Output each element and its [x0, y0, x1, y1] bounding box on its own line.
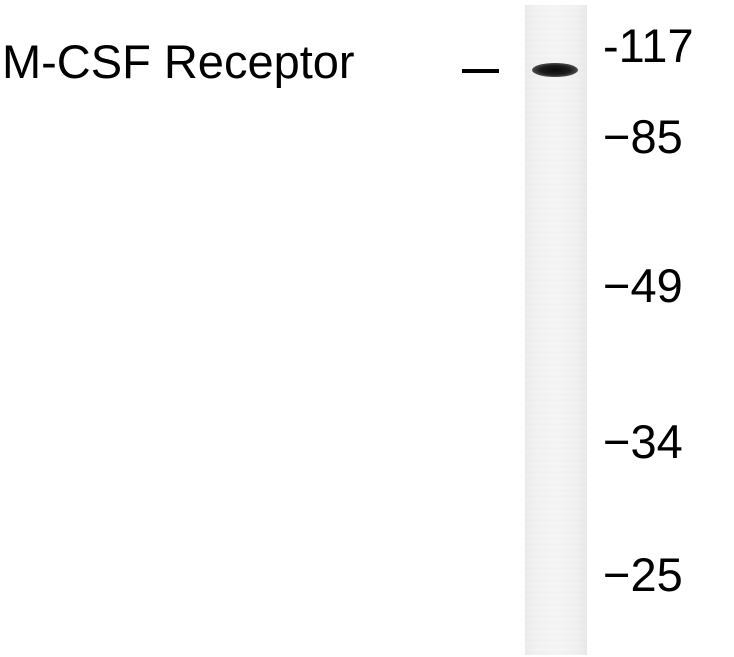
marker-49: −49: [603, 259, 683, 312]
blot-lane: [525, 5, 587, 655]
protein-band: [532, 63, 578, 77]
marker-85: −85: [603, 110, 683, 163]
band-label: M-CSF Receptor: [2, 35, 355, 88]
marker-25: −25: [603, 548, 683, 601]
band-indicator-dash: [462, 69, 499, 73]
marker-117: -117: [603, 19, 694, 72]
lane-texture: [525, 5, 587, 655]
marker-34: −34: [603, 415, 683, 468]
